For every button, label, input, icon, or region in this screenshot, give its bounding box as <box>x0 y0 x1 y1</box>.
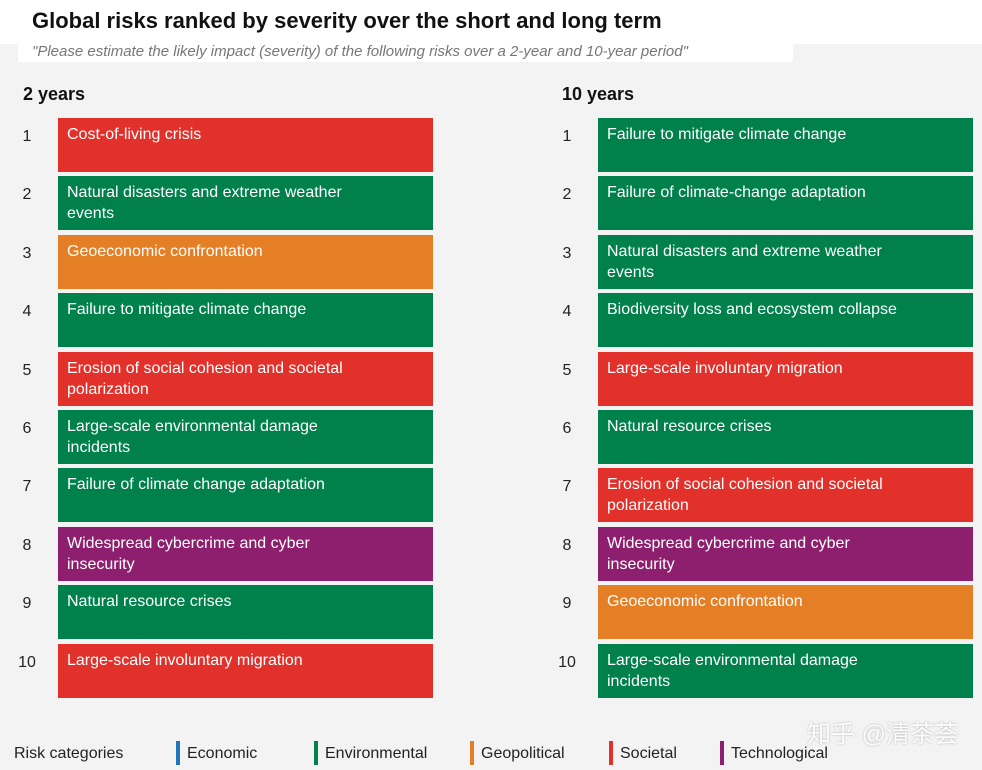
risk-box: Failure of climate change adaptation <box>58 468 433 523</box>
risk-box: Large-scale involuntary migration <box>598 351 973 406</box>
legend-swatch <box>609 741 613 765</box>
subtitle: "Please estimate the likely impact (seve… <box>18 44 793 62</box>
rank: 9 <box>562 595 572 613</box>
rank: 4 <box>22 303 32 321</box>
risk-box: Geoeconomic confrontation <box>58 234 433 289</box>
rank: 1 <box>22 128 32 145</box>
risk-box: Erosion of social cohesion and societal … <box>598 468 973 523</box>
risk-label: Failure to mitigate climate change <box>607 126 847 143</box>
rank: 3 <box>562 244 572 262</box>
risk-label: Geoeconomic confrontation <box>607 593 803 611</box>
risk-box: Widespread cybercrime and cyber insecuri… <box>58 526 433 581</box>
watermark: 知乎 @清茶荟 <box>806 721 958 748</box>
rank: 2 <box>22 186 32 204</box>
rank: 8 <box>22 536 32 554</box>
rank: 2 <box>562 186 572 204</box>
rank: 8 <box>562 536 572 554</box>
risk-label: Widespread cybercrime and cyber insecuri… <box>67 534 310 573</box>
legend-title: Risk categories <box>14 745 124 762</box>
risk-label: Natural disasters and extreme weather ev… <box>607 242 882 281</box>
risk-box: Failure of climate-change adaptation <box>598 176 973 231</box>
risk-label: Large-scale environmental damage inciden… <box>607 651 858 690</box>
risk-box: Geoeconomic confrontation <box>598 585 973 640</box>
risk-box: Cost-of-living crisis <box>58 118 433 172</box>
legend-label: Societal <box>620 745 677 762</box>
legend-label: Environmental <box>325 745 428 762</box>
risk-label: Natural resource crises <box>67 593 232 611</box>
risk-box: Natural disasters and extreme weather ev… <box>58 176 433 231</box>
risk-label: Failure to mitigate climate change <box>67 301 307 319</box>
legend-swatch <box>470 741 474 765</box>
risk-label: Failure of climate-change adaptation <box>607 184 866 202</box>
rank: 6 <box>22 420 32 437</box>
rank: 5 <box>562 361 572 379</box>
risk-box: Widespread cybercrime and cyber insecuri… <box>598 526 973 581</box>
rank: 4 <box>562 303 572 321</box>
risk-label: Widespread cybercrime and cyber insecuri… <box>607 534 850 573</box>
rank: 7 <box>562 478 572 496</box>
risk-label: Erosion of social cohesion and societal … <box>607 476 883 515</box>
risk-box: Large-scale involuntary migration <box>58 643 433 698</box>
risk-box: Failure to mitigate climate change <box>58 293 433 348</box>
risk-label: Large-scale environmental damage inciden… <box>67 418 318 456</box>
legend-label: Technological <box>731 745 828 762</box>
risk-label: Natural disasters and extreme weather ev… <box>67 184 342 223</box>
risk-label: Geoeconomic confrontation <box>67 242 263 260</box>
title: Global risks ranked by severity over the… <box>32 8 662 33</box>
risk-box: Large-scale environmental damage inciden… <box>58 410 433 464</box>
rank: 7 <box>22 478 32 496</box>
rank: 5 <box>22 361 32 379</box>
risk-box: Natural resource crises <box>598 410 973 464</box>
legend-label: Economic <box>187 745 258 762</box>
risk-box: Large-scale environmental damage inciden… <box>598 643 973 698</box>
rank: 9 <box>22 595 32 613</box>
risk-label: Large-scale involuntary migration <box>67 651 303 669</box>
legend-swatch <box>720 741 724 765</box>
rank: 6 <box>562 420 572 437</box>
rank: 1 <box>562 128 572 145</box>
risk-label: Large-scale involuntary migration <box>607 359 843 377</box>
rank: 10 <box>558 653 576 671</box>
rank: 3 <box>22 244 32 262</box>
legend-swatch <box>314 741 318 765</box>
risk-label: Biodiversity loss and ecosystem collapse <box>607 301 897 319</box>
risk-box: Failure to mitigate climate change <box>598 118 973 172</box>
risk-box: Natural resource crises <box>58 585 433 640</box>
risk-box: Natural disasters and extreme weather ev… <box>598 234 973 289</box>
legend-label: Geopolitical <box>481 745 565 762</box>
title-band <box>0 0 982 44</box>
risk-box: Biodiversity loss and ecosystem collapse <box>598 293 973 348</box>
column-heading: 2 years <box>23 84 86 104</box>
rank: 10 <box>18 653 36 671</box>
risk-label: Erosion of social cohesion and societal … <box>67 359 343 398</box>
risk-label: Cost-of-living crisis <box>67 126 202 143</box>
column-heading: 10 years <box>562 84 635 104</box>
risk-label: Natural resource crises <box>607 418 772 435</box>
legend-swatch <box>176 741 180 765</box>
risk-box: Erosion of social cohesion and societal … <box>58 351 433 406</box>
risk-label: Failure of climate change adaptation <box>67 476 325 494</box>
